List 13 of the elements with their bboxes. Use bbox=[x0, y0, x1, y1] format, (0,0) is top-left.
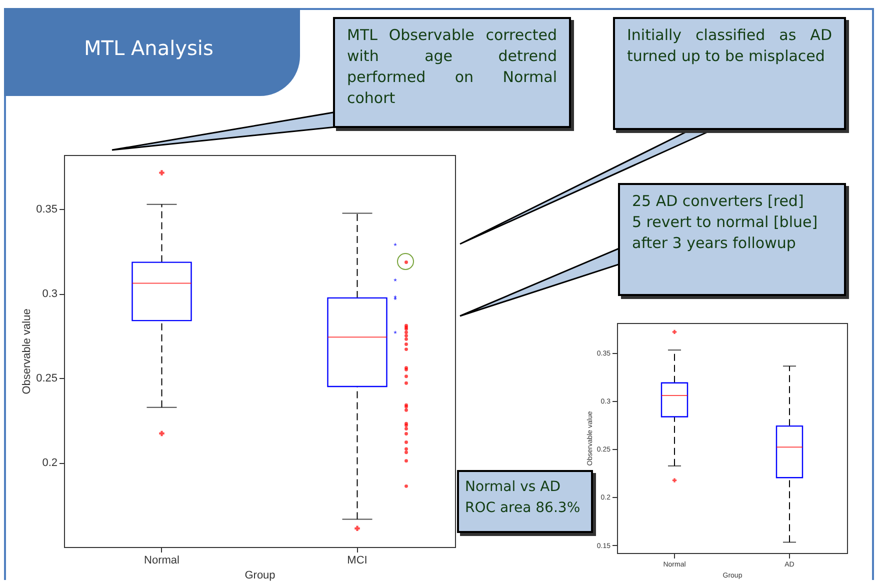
text: Initially classified as AD turned up to be misplaced bbox=[613, 17, 846, 130]
x-tick-label: MCI bbox=[347, 554, 368, 566]
text: 25 AD converters [red] 5 revert to normal [blue] after 3 years followup bbox=[618, 183, 846, 296]
y-tick-label: 0.3 bbox=[42, 288, 58, 300]
text: Normal vs AD ROC area 86.3% bbox=[457, 470, 593, 533]
chart-title: MTL Analysis bbox=[4, 8, 300, 96]
x-axis-title: Group bbox=[244, 570, 276, 582]
y-tick-label: 0.25 bbox=[36, 372, 58, 385]
y-tick-label: 0.2 bbox=[42, 457, 58, 470]
y-axis-title: Observable value bbox=[21, 308, 34, 394]
text: MTL Observable corrected with age detrend performed on Normal cohort bbox=[333, 17, 571, 128]
x-tick-label: Normal bbox=[144, 554, 180, 566]
y-tick-label: 0.35 bbox=[36, 204, 58, 216]
